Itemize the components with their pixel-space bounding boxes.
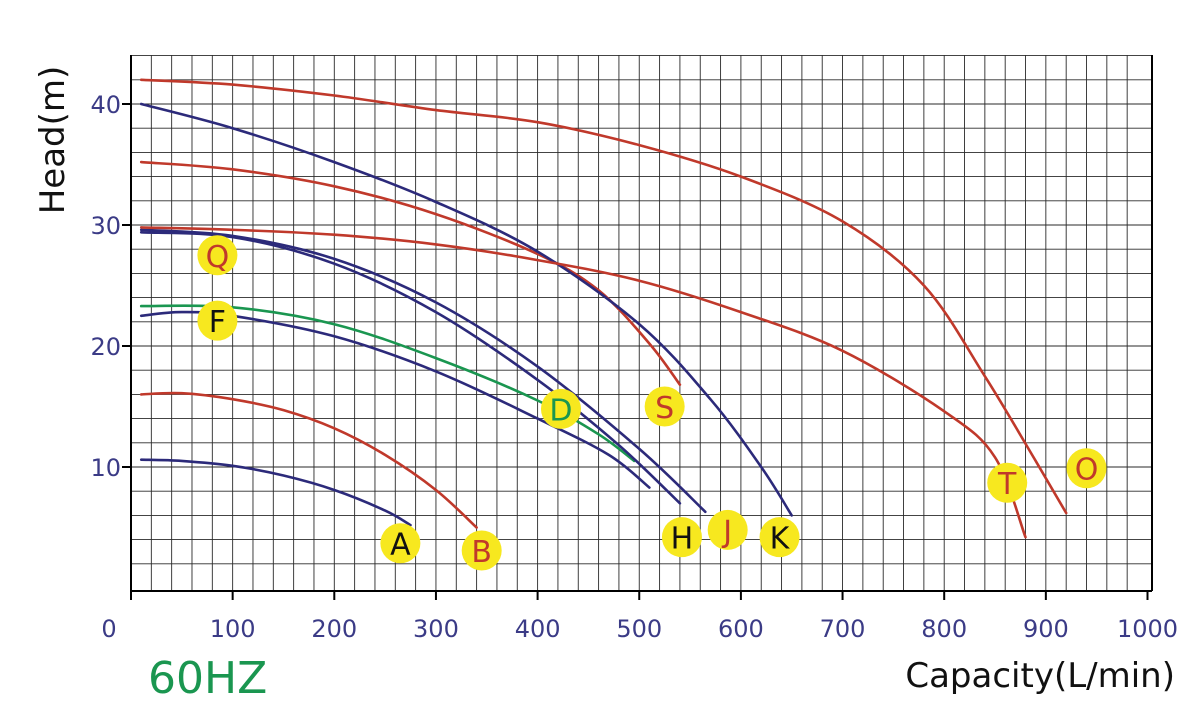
x-tick-label: 600: [718, 615, 764, 643]
y-tick-label: 20: [90, 333, 121, 361]
x-tick-label: 100: [210, 615, 256, 643]
curve-q: [139, 160, 682, 386]
marker-f: F: [197, 300, 238, 341]
plot-background: [131, 55, 1152, 591]
marker-s: S: [644, 386, 685, 427]
marker-label: K: [770, 522, 791, 557]
marker-label: B: [471, 535, 492, 570]
marker-circle: [707, 509, 748, 550]
curve-j: [139, 228, 707, 514]
marker-circle: [661, 517, 702, 558]
marker-circle: [380, 523, 421, 564]
marker-label: T: [997, 467, 1017, 502]
marker-k: K: [759, 517, 800, 558]
x-tick-label: 400: [515, 615, 561, 643]
marker-circle: [987, 462, 1028, 503]
marker-label: H: [671, 522, 694, 557]
curve-k: [139, 102, 793, 517]
frequency-label: 60HZ: [148, 653, 267, 704]
marker-label: Q: [206, 240, 230, 275]
marker-circle: [197, 300, 238, 341]
marker-o: O: [1066, 448, 1107, 489]
marker-label: D: [549, 393, 572, 428]
marker-circle: [197, 235, 238, 276]
marker-label: A: [390, 528, 411, 563]
curve-markers: A B QF D S H J K T O: [197, 235, 1107, 571]
marker-q: Q: [197, 235, 238, 276]
curve-b: [139, 391, 478, 529]
x-axis-title: Capacity(L/min): [905, 656, 1175, 696]
y-tick-label: 30: [90, 212, 121, 240]
x-tick-label: 1000: [1117, 615, 1178, 643]
curve-a: [139, 458, 412, 527]
marker-circle: [540, 388, 581, 429]
marker-circle: [1066, 448, 1107, 489]
axes: 0 100 200 300 400 500 600 700 800 900 1000 10 20 30 40: [90, 55, 1178, 643]
marker-circle: [644, 386, 685, 427]
x-tick-label: 200: [311, 615, 357, 643]
curve-f: [139, 310, 651, 489]
grid: [131, 55, 1152, 591]
marker-a: A: [380, 523, 421, 564]
y-tick-label: 10: [90, 454, 121, 482]
marker-h: H: [661, 517, 702, 558]
x-tick-label: 700: [820, 615, 866, 643]
marker-circle: [759, 517, 800, 558]
x-tick-label: 800: [921, 615, 967, 643]
marker-b: B: [461, 530, 502, 571]
y-tick-label: 40: [90, 91, 121, 119]
x-tick-label: 900: [1023, 615, 1069, 643]
marker-label: O: [1075, 453, 1099, 488]
marker-label: F: [209, 305, 226, 340]
marker-circle: [461, 530, 502, 571]
x-tick-label: 0: [101, 615, 116, 643]
curve-d: [139, 304, 636, 463]
x-tick-label: 300: [413, 615, 459, 643]
x-tick-label: 500: [616, 615, 662, 643]
performance-curves: [139, 78, 1068, 539]
marker-d: D: [540, 388, 581, 429]
marker-t: T: [987, 462, 1028, 503]
marker-label: S: [655, 391, 674, 426]
curve-t: [139, 78, 1068, 515]
y-axis-title: Head(m): [33, 66, 73, 215]
marker-j: J: [707, 509, 748, 550]
marker-label: J: [721, 514, 732, 549]
curve-s: [139, 226, 1027, 539]
